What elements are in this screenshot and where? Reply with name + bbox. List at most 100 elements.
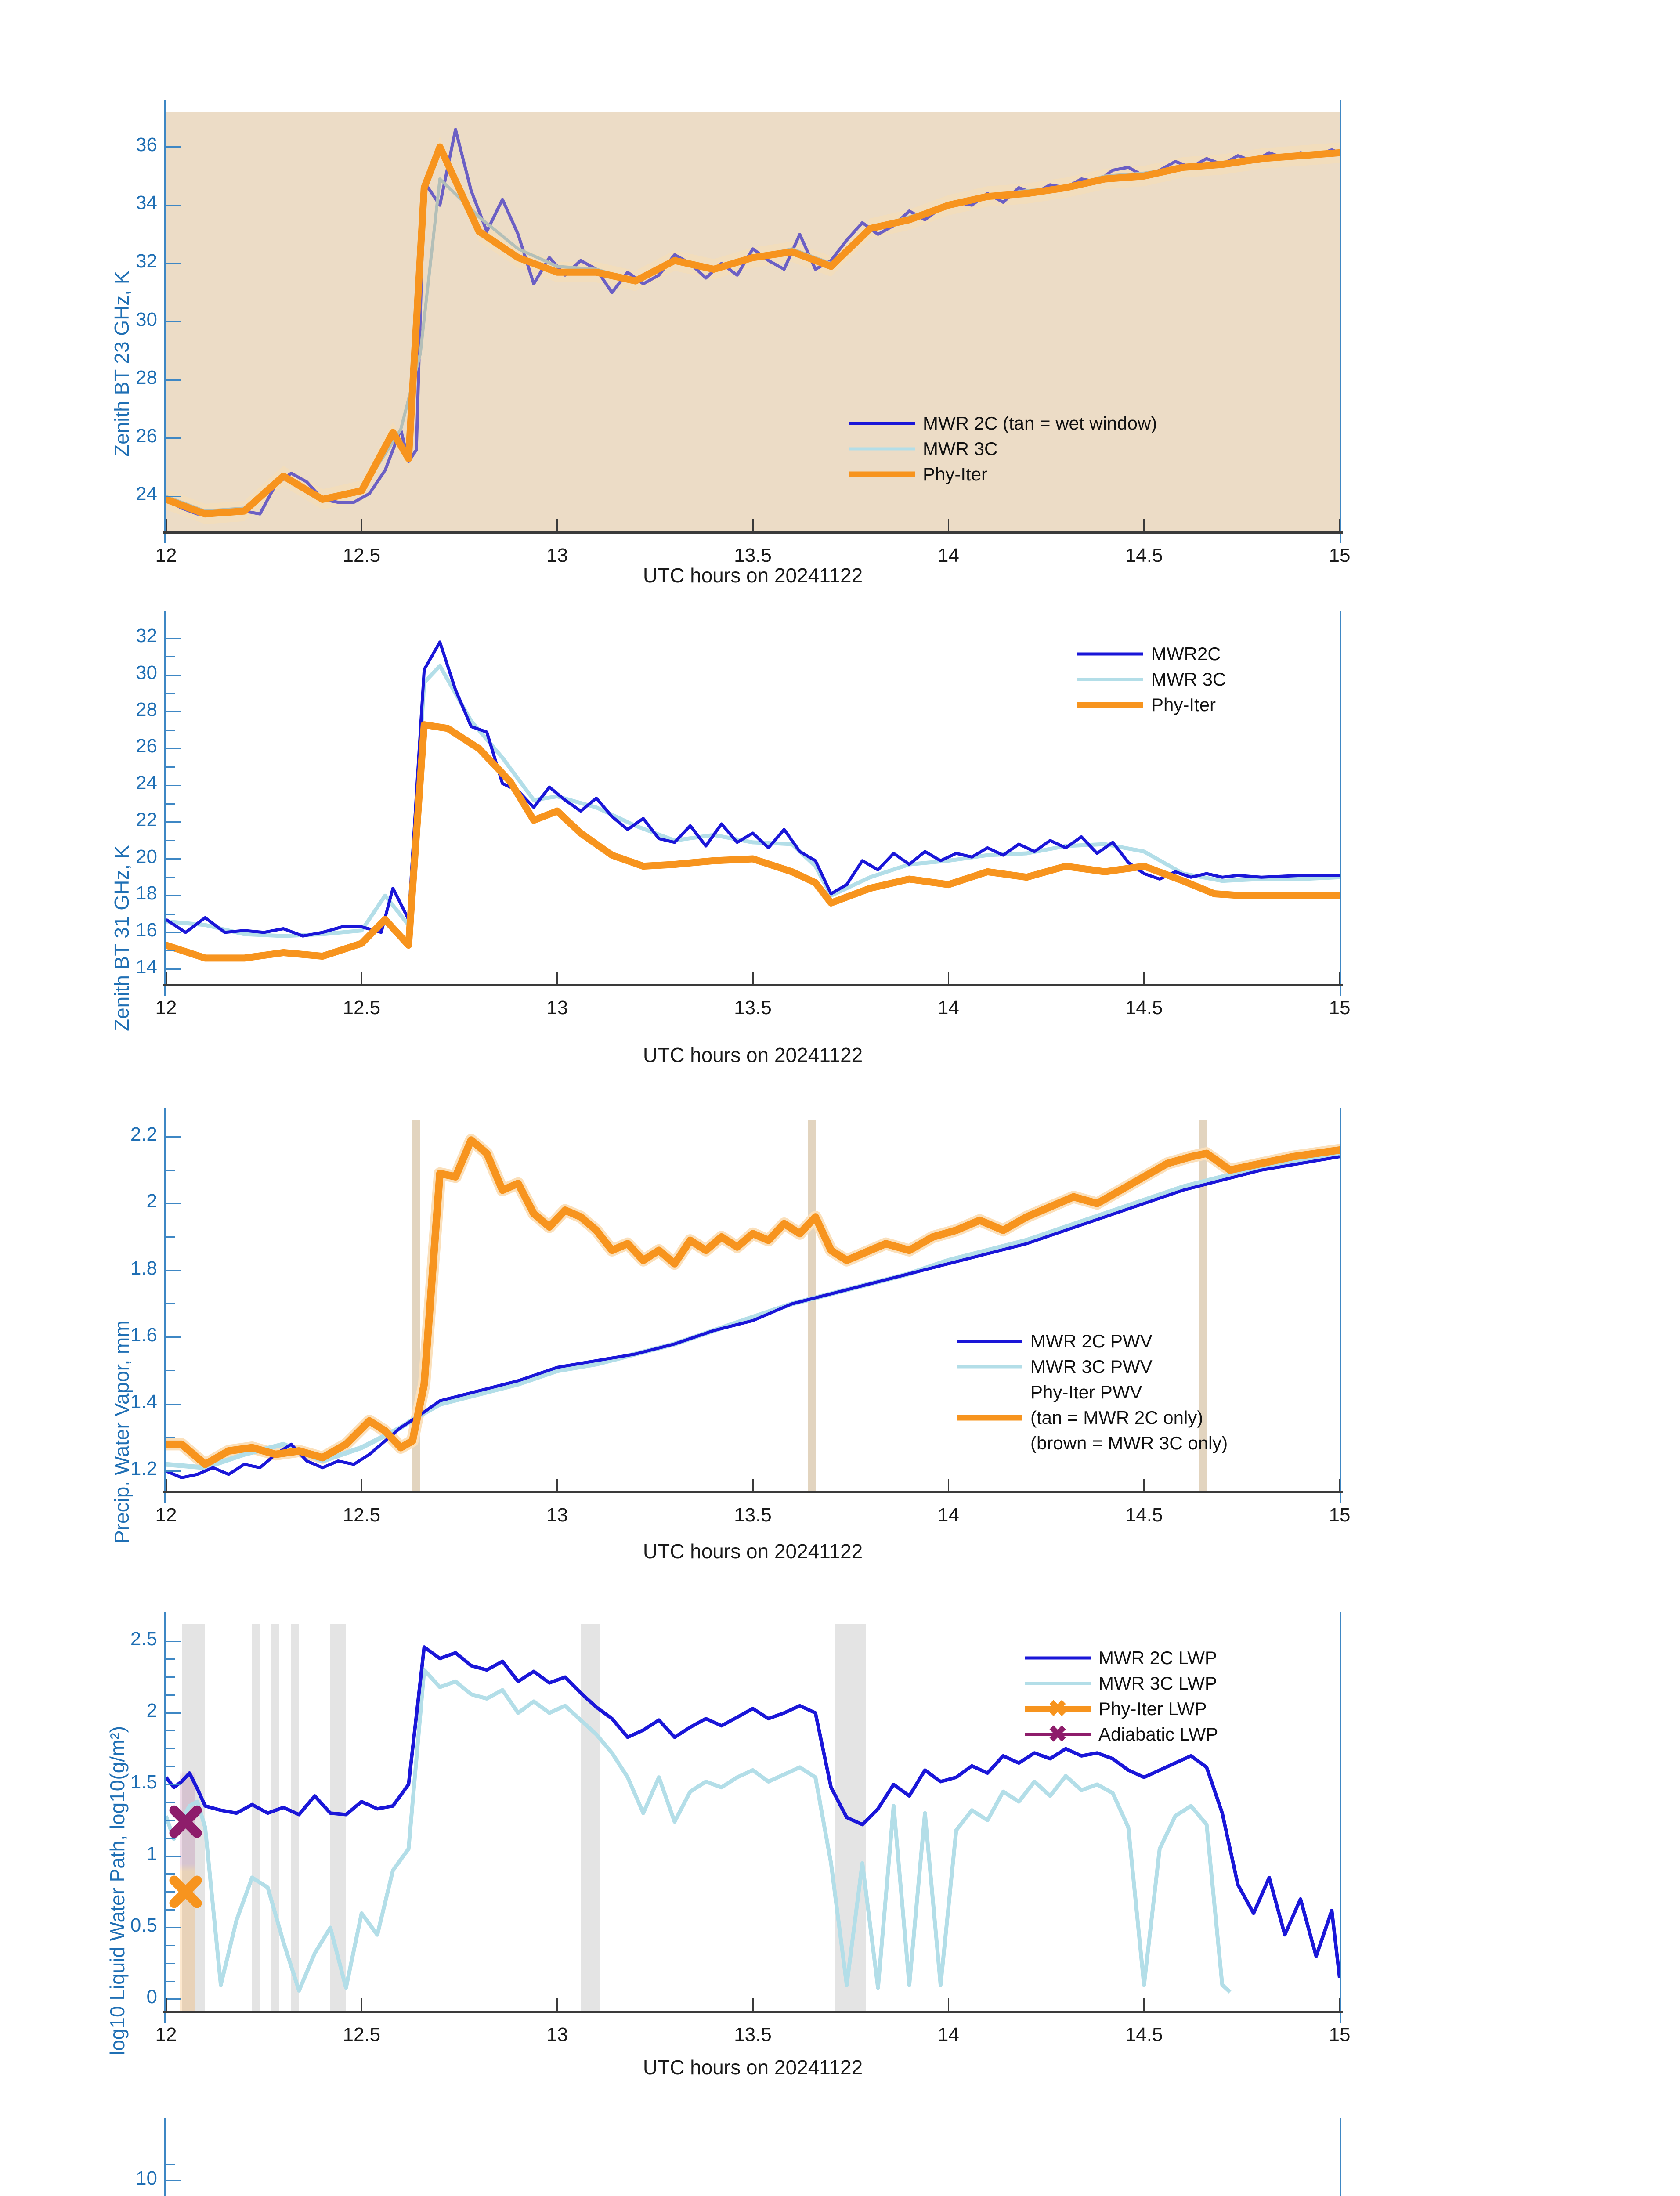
y-tick: [166, 968, 181, 970]
x-tick: [556, 519, 558, 531]
y-tick-label: 26: [136, 425, 157, 447]
x-marker-icon: ✖: [1048, 1722, 1067, 1747]
y-tick-label: 22: [136, 809, 157, 831]
legend-item: MWR 2C (tan = wet window): [849, 411, 1157, 436]
y-tick-minor: [166, 1837, 175, 1839]
dq-flag-band: [252, 1624, 260, 2011]
x-tick: [165, 519, 167, 531]
y-tick-minor: [166, 1676, 175, 1678]
y-tick-label: 2: [146, 1190, 157, 1212]
y-tick: [166, 146, 181, 148]
x-tick: [947, 972, 949, 984]
y-tick: [166, 748, 181, 749]
y-tick-minor: [166, 1909, 175, 1911]
x-tick: [361, 1479, 362, 1491]
y-tick-minor: [166, 950, 175, 952]
y-tick-minor: [166, 1303, 175, 1305]
x-tick: [165, 1998, 167, 2011]
y-tick: [166, 263, 181, 264]
y-tick-label: 24: [136, 483, 157, 505]
legend-label: MWR 3C: [1151, 669, 1226, 690]
x-tick-label: 12: [155, 997, 177, 1019]
panel-dqflag-right-spine: [1340, 2118, 1341, 2196]
x-tick-label: 13.5: [734, 2024, 772, 2045]
x-tick-label: 13: [546, 1504, 568, 1526]
y-tick: [166, 784, 181, 786]
legend-label: Phy-Iter LWP: [1098, 1698, 1207, 1719]
panel-pwv-surface: [166, 1120, 1340, 1491]
legend-label: Phy-Iter: [923, 464, 988, 484]
panel-bt31-xlabel: UTC hours on 20241122: [643, 1044, 863, 1066]
legend-item: Phy-Iter: [849, 462, 1157, 487]
panel-bt31-surface: [166, 624, 1340, 984]
y-tick-label: 36: [136, 134, 157, 155]
x-tick: [752, 972, 754, 984]
x-tick: [752, 1998, 754, 2011]
y-tick-minor: [166, 1730, 175, 1732]
y-tick: [166, 1927, 181, 1929]
y-tick: [166, 1640, 181, 1642]
y-tick-label: 34: [136, 192, 157, 214]
panel-pwv-right-spine: [1340, 1108, 1341, 1503]
y-tick: [166, 1712, 181, 1714]
y-tick-label: 0: [146, 1986, 157, 2008]
x-tick-label: 13.5: [734, 545, 772, 566]
x-tick-label: 15: [1329, 1504, 1351, 1526]
panel-dqflag: MWR Phy Iter DQ Flag 0246810 1212.51313.…: [0, 2113, 1680, 2196]
panel-dqflag-svg: [166, 2130, 1340, 2196]
y-tick: [166, 637, 181, 639]
legend-line-swatch: [1025, 1645, 1091, 1671]
y-tick-label: 20: [136, 845, 157, 867]
y-tick-label: 10: [136, 2167, 157, 2189]
x-tick: [556, 1998, 558, 2011]
y-tick: [166, 437, 181, 439]
y-tick-label: 1.8: [130, 1257, 157, 1279]
legend-line-swatch: [1077, 692, 1143, 718]
legend-line-swatch: [957, 1405, 1022, 1430]
x-tick-label: 12.5: [343, 997, 381, 1019]
y-tick-minor: [166, 1766, 175, 1767]
panel-bt31-plot: 14 16 18 20 22 24 26 28 30 32 12 12.5 13 13.5 14 14.5 1…: [136, 611, 1350, 1019]
panel-bt23-bottom-spine: [163, 531, 1343, 534]
legend-label: MWR 2C PWV: [1030, 1331, 1153, 1351]
wet-window-band: [1199, 1120, 1207, 1491]
y-tick: [166, 1998, 181, 2000]
y-tick-minor: [166, 1236, 175, 1238]
legend-item: MWR 3C LWP: [1025, 1671, 1218, 1696]
y-tick-label: 1.4: [130, 1391, 157, 1413]
y-tick-label: 32: [136, 250, 157, 272]
x-tick-label: 12: [155, 2024, 177, 2045]
y-tick-minor: [166, 1945, 175, 1947]
panel-lwp-right-spine: [1340, 1612, 1341, 2023]
y-tick: [166, 379, 181, 381]
y-tick-label: 2.2: [130, 1123, 157, 1145]
panel-bt31-legend: MWR2C MWR 3C Phy-Iter: [1077, 641, 1226, 718]
panel-pwv-left-spine: [164, 1108, 166, 1503]
legend-item: MWR 3C PWV: [957, 1354, 1228, 1380]
y-tick: [166, 1336, 181, 1338]
legend-item: MWR 3C: [849, 436, 1157, 462]
panel-pwv-svg: [166, 1134, 1340, 1479]
y-tick-label: 1.2: [130, 1458, 157, 1480]
x-tick: [556, 972, 558, 984]
panel-bt23: Zenith BT 23 GHz, K 24 26 28 30 32 34 36 12 12.…: [0, 0, 1680, 589]
legend-line-marker-swatch: ✖: [1025, 1696, 1091, 1722]
y-tick-minor: [166, 1873, 175, 1875]
y-tick: [166, 1136, 181, 1138]
x-tick-label: 13.5: [734, 997, 772, 1019]
y-tick-label: 2.5: [130, 1628, 157, 1650]
x-tick-label: 14: [937, 2024, 959, 2045]
y-tick-label: 1.6: [130, 1324, 157, 1346]
panel-bt23-left-spine: [164, 100, 166, 543]
panel-bt31: Zenith BT 31 GHz, K 14 16 18 20 22 24 26 28 30 32…: [0, 589, 1680, 1098]
x-tick-label: 13: [546, 545, 568, 566]
y-tick-label: 28: [136, 367, 157, 389]
x-tick: [1143, 1479, 1145, 1491]
panel-bt23-xlabel: UTC hours on 20241122: [643, 564, 863, 587]
y-tick: [166, 932, 181, 933]
legend-item: MWR 3C: [1077, 667, 1226, 692]
y-tick-minor: [166, 840, 175, 842]
y-tick: [166, 821, 181, 823]
x-tick-label: 14.5: [1125, 997, 1163, 1019]
